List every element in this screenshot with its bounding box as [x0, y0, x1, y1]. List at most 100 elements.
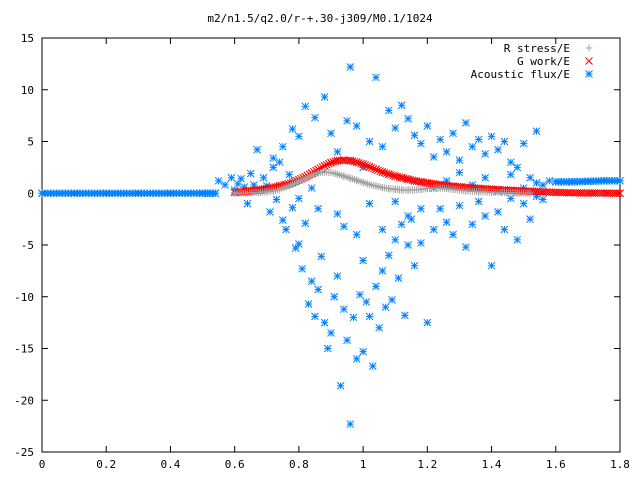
data-point [468, 142, 477, 151]
data-point [295, 194, 303, 203]
data-point [410, 261, 419, 270]
gwork-point [359, 160, 367, 169]
baseline-point [211, 189, 220, 198]
x-tick-label: 1.6 [546, 458, 566, 471]
gwork-point [374, 166, 382, 175]
gwork-point [369, 164, 378, 173]
data-point [259, 173, 268, 182]
gwork-point [372, 165, 380, 174]
data-point [494, 145, 502, 154]
y-tick-label: 10 [21, 84, 34, 97]
data-point [526, 215, 534, 223]
data-point [423, 122, 432, 130]
legend-label: R stress/E [504, 42, 570, 55]
data-point [339, 222, 348, 231]
data-point [352, 122, 361, 130]
data-point [455, 201, 464, 210]
gwork-point [387, 170, 395, 179]
data-point [234, 180, 242, 188]
data-point [311, 312, 319, 321]
data-point [285, 170, 294, 179]
gwork-point [327, 158, 335, 167]
data-point [372, 282, 380, 291]
series-2 [214, 63, 554, 428]
data-point [391, 235, 400, 244]
data-point [333, 147, 342, 156]
data-point [343, 336, 351, 345]
y-tick-label: 0 [27, 187, 34, 200]
gwork-point [325, 159, 333, 168]
data-point [532, 179, 541, 187]
data-point [352, 230, 361, 239]
data-point [372, 73, 380, 82]
data-marks [38, 63, 624, 428]
data-point [278, 142, 287, 151]
data-point [391, 197, 400, 206]
data-point [368, 362, 377, 370]
data-point [304, 300, 313, 308]
data-point [388, 296, 396, 304]
data-point [307, 184, 316, 192]
data-point [246, 169, 255, 178]
x-tick-label: 0.6 [225, 458, 245, 471]
data-point [333, 272, 342, 280]
data-point [346, 63, 355, 71]
gwork-point [350, 157, 359, 166]
data-point [474, 135, 483, 144]
data-point [282, 225, 290, 234]
data-point [269, 154, 278, 162]
data-point [343, 116, 351, 125]
data-point [336, 381, 345, 390]
data-point [417, 139, 425, 148]
data-point [278, 216, 287, 225]
y-axis: -25 -20 -15 -10 -5 0 5 10 15 [14, 32, 620, 459]
baseline-band [38, 176, 624, 198]
x-tick-label: 1 [360, 458, 367, 471]
gwork-point [354, 159, 363, 167]
y-tick-label: 5 [27, 136, 34, 149]
data-point [291, 244, 300, 252]
legend-label: Acoustic flux/E [471, 68, 570, 81]
data-point [362, 298, 371, 306]
data-point [295, 240, 303, 248]
data-point [506, 170, 515, 179]
gwork-point [329, 158, 337, 166]
data-point [381, 303, 390, 311]
data-point [481, 212, 489, 220]
data-point [417, 204, 425, 213]
data-point [253, 145, 261, 154]
gwork-point [376, 167, 385, 176]
data-point [481, 173, 489, 182]
gwork-point [365, 163, 374, 171]
data-point [519, 199, 528, 208]
x-tick-label: 1.2 [417, 458, 437, 471]
gwork-point [384, 170, 393, 178]
data-point [365, 199, 374, 208]
data-point [394, 274, 403, 282]
data-point [429, 225, 438, 234]
data-point [500, 137, 509, 146]
data-point [397, 101, 406, 110]
data-point [352, 354, 361, 363]
data-point [474, 197, 483, 206]
data-point [378, 225, 387, 234]
data-point [487, 132, 496, 141]
data-point [462, 243, 470, 251]
data-point [494, 208, 502, 216]
data-point [314, 285, 323, 294]
data-point [506, 158, 515, 167]
gwork-point [382, 169, 391, 178]
x-tick-label: 0.8 [289, 458, 309, 471]
gwork-point [614, 189, 622, 198]
data-point [436, 135, 445, 144]
data-point [526, 173, 534, 182]
data-point [404, 114, 412, 123]
data-point [532, 127, 541, 136]
data-point [327, 129, 335, 138]
legend-marker [585, 44, 593, 52]
data-point [401, 311, 409, 320]
baseline-point [616, 176, 624, 185]
